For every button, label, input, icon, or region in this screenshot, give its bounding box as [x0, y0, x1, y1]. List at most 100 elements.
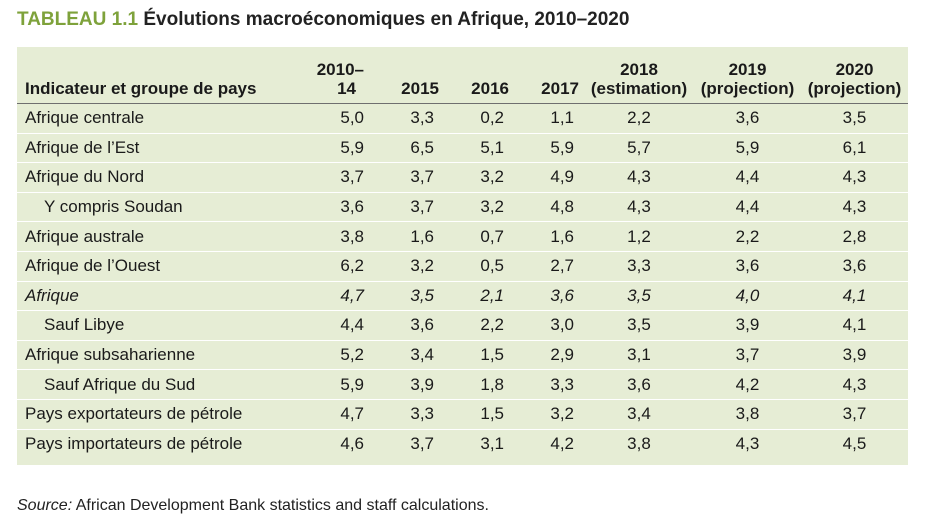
table-cell: 5,9	[514, 133, 584, 164]
row-label: Sauf Afrique du Sud	[17, 369, 309, 400]
table-cell: 3,5	[584, 310, 694, 341]
header-2010-14: 2010– 14	[309, 60, 374, 104]
table-cell: 3,5	[801, 103, 908, 134]
header-2016: 2016	[444, 60, 514, 104]
table-cell: 5,2	[309, 340, 374, 371]
table-cell: 3,7	[309, 162, 374, 193]
table-row: Sauf Afrique du Sud 5,9 3,9 1,8 3,3 3,6 4,2 4,3	[17, 369, 908, 400]
data-table: Indicateur et groupe de pays 2010– 14 201…	[17, 60, 908, 458]
table-cell: 3,2	[374, 251, 444, 282]
table-cell: 3,7	[801, 399, 908, 430]
table-cell: 3,3	[584, 251, 694, 282]
table-row: Afrique de l’Ouest 6,2 3,2 0,5 2,7 3,3 3,6 3,6	[17, 251, 908, 282]
table-cell: 3,4	[374, 340, 444, 371]
table-cell: 3,2	[444, 162, 514, 193]
row-label: Afrique de l’Ouest	[17, 251, 309, 282]
table-cell: 2,9	[514, 340, 584, 371]
table-cell: 4,3	[801, 162, 908, 193]
table-cell: 4,3	[801, 192, 908, 223]
table-cell: 3,6	[584, 369, 694, 400]
header-2019: 2019 (projection)	[694, 60, 801, 104]
table-cell: 1,2	[584, 221, 694, 252]
table-cell: 3,3	[514, 369, 584, 400]
table-cell: 3,7	[410, 433, 434, 453]
table-row: Y compris Soudan 3,6 3,7 3,2 4,8 4,3 4,4 4,3	[17, 192, 908, 223]
table-cell: 1,1	[514, 103, 584, 134]
table-cell: 3,3	[374, 399, 444, 430]
table-cell: 3,6	[514, 281, 584, 312]
table-cell: 1,6	[374, 221, 444, 252]
header-2018: 2018 (estimation)	[584, 60, 694, 104]
table-cell: 0,5	[444, 251, 514, 282]
table-cell: 3,6	[309, 192, 374, 223]
source-text: African Development Bank statistics and …	[72, 497, 489, 514]
table-cell: 5,9	[309, 369, 374, 400]
table-cell: 4,1	[801, 310, 908, 341]
table-cell: 3,8	[627, 433, 651, 453]
table-row: Sauf Libye 4,4 3,6 2,2 3,0 3,5 3,9 4,1	[17, 310, 908, 341]
table-cell: 3,1	[584, 340, 694, 371]
table-cell: 4,4	[694, 192, 801, 223]
table-cell: 4,3	[801, 369, 908, 400]
table-cell: 2,2	[584, 103, 694, 134]
table-cell: 4,5	[842, 433, 867, 453]
table-cell: 4,9	[514, 162, 584, 193]
table-cell: 3,6	[374, 310, 444, 341]
table-cell: 4,7	[309, 399, 374, 430]
table-cell: 3,7	[694, 340, 801, 371]
table-cell: 3,5	[374, 281, 444, 312]
table-panel: Indicateur et groupe de pays 2010– 14 201…	[17, 47, 908, 465]
table-cell: 5,9	[694, 133, 801, 164]
table-cell: 3,4	[584, 399, 694, 430]
table-caption: Évolutions macroéconomiques en Afrique, …	[143, 9, 630, 30]
table-cell: 3,6	[801, 251, 908, 282]
table-cell: 1,8	[444, 369, 514, 400]
row-label: Y compris Soudan	[17, 192, 309, 223]
row-label: Afrique subsaharienne	[17, 340, 309, 371]
table-cell: 1,5	[444, 340, 514, 371]
row-label: Afrique du Nord	[17, 162, 309, 193]
table-cell: 2,2	[444, 310, 514, 341]
table-cell: 3,1	[480, 433, 504, 453]
table-cell: 6,2	[309, 251, 374, 282]
table-cell: 4,1	[801, 281, 908, 312]
table-cell: 6,5	[374, 133, 444, 164]
table-cell: 3,3	[374, 103, 444, 134]
table-cell: 3,2	[514, 399, 584, 430]
table-cell: 1,5	[444, 399, 514, 430]
table-cell: 3,6	[694, 251, 801, 282]
row-label: Afrique centrale	[17, 103, 309, 134]
table-row: Afrique du Nord 3,7 3,7 3,2 4,9 4,3 4,4 4,3	[17, 162, 908, 193]
table-cell: 3,9	[694, 310, 801, 341]
table-cell: 4,3	[584, 162, 694, 193]
table-row: Afrique centrale 5,0 3,3 0,2 1,1 2,2 3,6 3,5	[17, 103, 908, 134]
table-cell: 3,7	[374, 192, 444, 223]
table-cell: 0,7	[444, 221, 514, 252]
table-cell: 2,2	[694, 221, 801, 252]
table-row: Afrique australe 3,8 1,6 0,7 1,6 1,2 2,2 2,8	[17, 221, 908, 252]
table-cell: 1,6	[514, 221, 584, 252]
table-cell: 4,3	[584, 192, 694, 223]
table-row: Afrique de l’Est 5,9 6,5 5,1 5,9 5,7 5,9 6,1	[17, 133, 908, 164]
table-cell: 4,8	[514, 192, 584, 223]
table-cell: 5,1	[444, 133, 514, 164]
table-cell: 3,0	[514, 310, 584, 341]
header-row: Indicateur et groupe de pays 2010– 14 201…	[17, 60, 908, 104]
row-label: Pays exportateurs de pétrole	[17, 399, 309, 430]
table-cell: 3,5	[584, 281, 694, 312]
row-label: Afrique de l’Est	[17, 133, 309, 164]
table-row: Afrique subsaharienne 5,2 3,4 1,5 2,9 3,1 3,7 3…	[17, 340, 908, 371]
header-indicator: Indicateur et groupe de pays	[17, 60, 309, 104]
table-row: Pays importateurs de pétrole 4,6 3,7 3,1 4,2…	[17, 429, 908, 458]
source-note: Source: African Development Bank statist…	[17, 497, 489, 515]
table-cell: 4,4	[309, 310, 374, 341]
table-cell: 4,2	[550, 433, 574, 453]
table-cell: 6,1	[801, 133, 908, 164]
table-cell: 5,9	[309, 133, 374, 164]
header-2020: 2020 (projection)	[801, 60, 908, 104]
table-body: Afrique centrale 5,0 3,3 0,2 1,1 2,2 3,6 3,5 Afr…	[17, 103, 908, 459]
row-label: Afrique australe	[17, 221, 309, 252]
table-cell: 4,3	[735, 433, 760, 453]
table-cell: 5,7	[584, 133, 694, 164]
row-label: Afrique	[17, 281, 309, 312]
